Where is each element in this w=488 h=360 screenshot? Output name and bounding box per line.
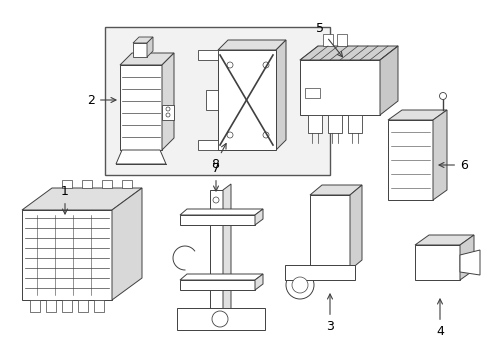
Polygon shape [347,115,361,133]
Polygon shape [198,50,218,60]
Polygon shape [82,180,92,188]
Circle shape [285,271,313,299]
Circle shape [439,93,446,99]
Polygon shape [309,195,349,270]
Polygon shape [379,46,397,115]
Polygon shape [275,40,285,150]
Polygon shape [218,50,275,150]
Text: 5: 5 [315,22,342,57]
Polygon shape [180,209,263,215]
Polygon shape [120,53,174,65]
Polygon shape [122,180,132,188]
Polygon shape [459,250,479,275]
Polygon shape [209,190,223,330]
Polygon shape [254,209,263,225]
Polygon shape [305,88,319,98]
Polygon shape [62,180,72,188]
Text: 3: 3 [325,294,333,333]
Text: 2: 2 [87,94,116,107]
Polygon shape [22,188,142,210]
Polygon shape [349,185,361,270]
Text: 4: 4 [435,299,443,338]
Polygon shape [223,184,230,330]
Polygon shape [147,37,153,57]
Polygon shape [162,105,174,120]
Polygon shape [46,300,56,312]
Polygon shape [307,115,321,133]
Polygon shape [309,185,361,195]
Polygon shape [116,150,165,164]
Polygon shape [30,300,40,312]
Text: 7: 7 [212,162,220,191]
Polygon shape [336,34,346,46]
Polygon shape [414,235,473,245]
Polygon shape [198,140,218,150]
Text: 6: 6 [438,158,467,171]
Circle shape [291,277,307,293]
Polygon shape [133,37,153,43]
Polygon shape [112,188,142,300]
Polygon shape [177,308,264,330]
Polygon shape [387,120,432,200]
Polygon shape [162,53,174,150]
Polygon shape [78,300,88,312]
Polygon shape [133,43,147,57]
Polygon shape [102,180,112,188]
Polygon shape [180,274,263,280]
Text: 1: 1 [61,185,69,214]
Polygon shape [387,110,446,120]
Polygon shape [180,280,254,290]
Polygon shape [299,60,379,115]
Polygon shape [218,40,285,50]
Polygon shape [180,215,254,225]
Polygon shape [323,34,332,46]
Polygon shape [414,245,459,280]
Polygon shape [285,265,354,280]
Polygon shape [105,27,329,175]
Polygon shape [432,110,446,200]
Polygon shape [327,115,341,133]
Polygon shape [120,65,162,150]
Polygon shape [205,90,218,110]
Polygon shape [254,274,263,290]
Polygon shape [22,210,112,300]
Polygon shape [299,46,397,60]
Polygon shape [459,235,473,280]
Text: 8: 8 [210,144,225,171]
Polygon shape [94,300,104,312]
Polygon shape [62,300,72,312]
